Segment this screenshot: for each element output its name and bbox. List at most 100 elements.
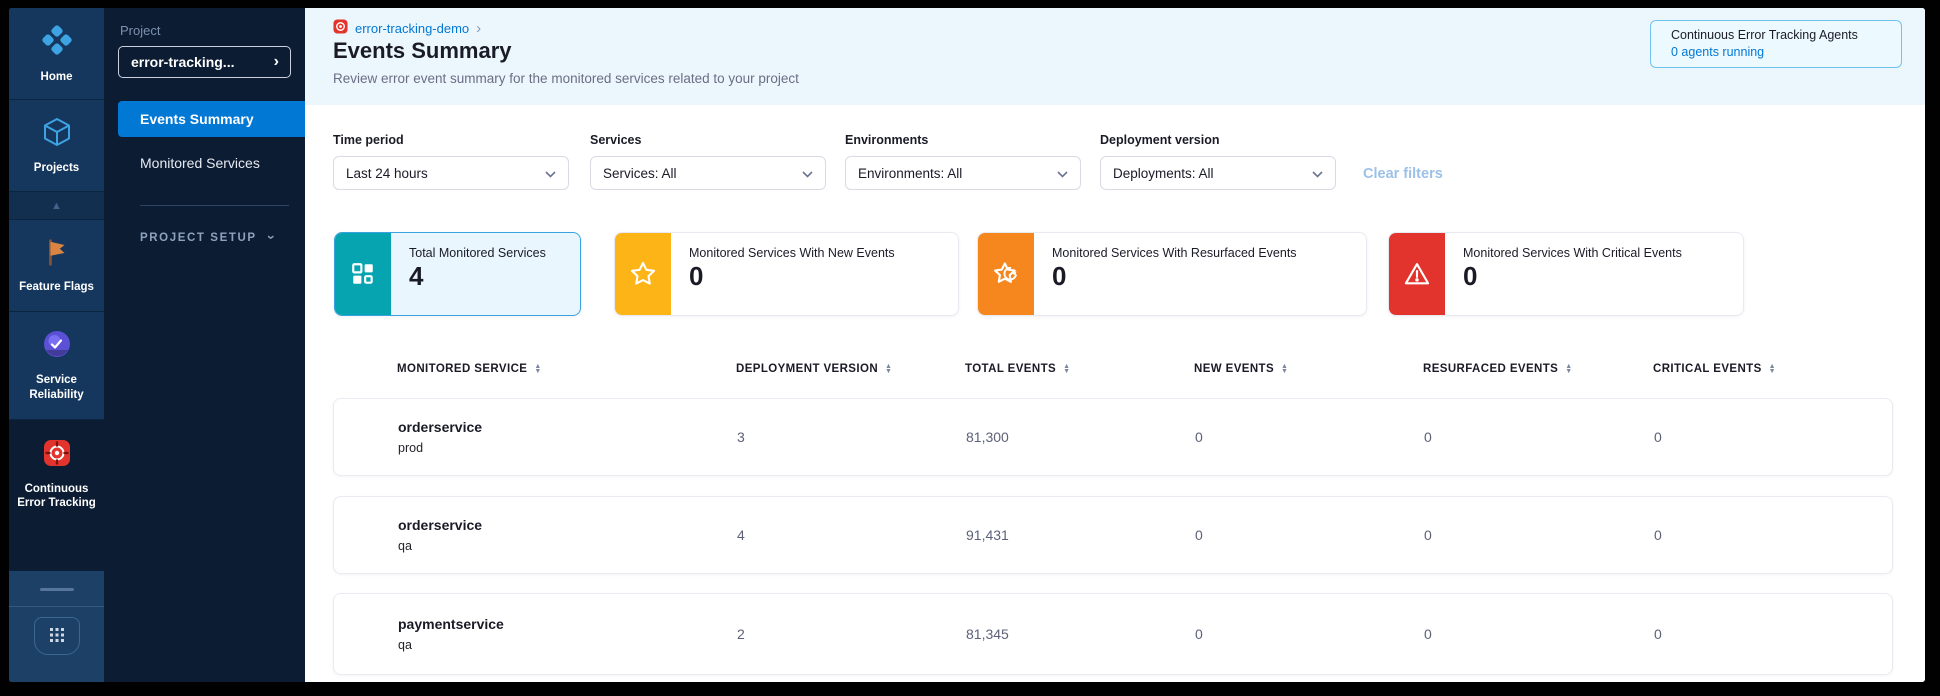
services-value: Services: All: [603, 165, 677, 181]
nav-item-label: Home: [40, 70, 73, 83]
sort-icon: [1063, 364, 1070, 374]
stat-card-new-events[interactable]: Monitored Services With New Events 0: [614, 232, 959, 316]
service-environment: qa: [398, 539, 412, 553]
module-nav-rail: Home Projects ▲ Feature Flags: [9, 8, 104, 682]
nav-item-projects[interactable]: Projects: [9, 100, 104, 192]
breadcrumb: error-tracking-demo ›: [333, 19, 481, 37]
error-tracking-target-icon: [333, 19, 348, 37]
deployment-version-cell: 3: [737, 429, 745, 445]
sort-icon: [1565, 364, 1572, 374]
nav-item-label: Projects: [33, 161, 80, 174]
main-content: error-tracking-demo › Events Summary Rev…: [305, 8, 1925, 682]
service-name: paymentservice: [398, 616, 504, 632]
stat-card-value: 0: [1052, 261, 1067, 291]
stat-card-value: 0: [689, 261, 704, 291]
cube-icon: [41, 116, 73, 153]
table-row[interactable]: orderservice prod 3 81,300 0 0 0: [333, 398, 1893, 476]
project-setup-toggle[interactable]: PROJECT SETUP: [140, 230, 305, 246]
chevron-right-icon: [274, 53, 279, 71]
deployment-version-cell: 4: [737, 527, 745, 543]
services-select[interactable]: Services: All: [590, 156, 826, 190]
sort-icon: [1769, 364, 1776, 374]
project-sidebar: Project error-tracking... Events Summary…: [104, 8, 305, 682]
module-grid-button[interactable]: [33, 617, 80, 655]
column-header-resurfaced-events[interactable]: RESURFACED EVENTS: [1423, 363, 1653, 375]
nav-item-service-reliability[interactable]: Service Reliability: [9, 312, 104, 420]
nav-item-label: Continuous Error Tracking: [17, 482, 96, 510]
reliability-circle-icon: [41, 328, 73, 365]
stat-card-body: Monitored Services With Critical Events …: [1445, 233, 1682, 315]
column-header-label: NEW EVENTS: [1194, 363, 1275, 375]
stat-card-body: Monitored Services With New Events 0: [671, 233, 895, 315]
environments-select[interactable]: Environments: All: [845, 156, 1081, 190]
sidebar-item-events-summary[interactable]: Events Summary: [118, 101, 305, 137]
filter-label: Time period: [333, 133, 404, 147]
critical-events-cell: 0: [1654, 429, 1662, 445]
sidebar-item-label: Events Summary: [140, 111, 254, 127]
page-header: error-tracking-demo › Events Summary Rev…: [305, 8, 1925, 105]
project-selector-value: error-tracking...: [131, 54, 235, 70]
nav-item-home[interactable]: Home: [9, 8, 104, 100]
breadcrumb-project-link[interactable]: error-tracking-demo: [355, 20, 470, 36]
harness-logo-icon: [40, 23, 74, 62]
filter-label: Deployment version: [1100, 133, 1220, 147]
stat-card-critical-events[interactable]: Monitored Services With Critical Events …: [1388, 232, 1744, 316]
page-subtitle: Review error event summary for the monit…: [333, 71, 799, 86]
project-selector[interactable]: error-tracking...: [118, 46, 291, 78]
column-header-deployment-version[interactable]: DEPLOYMENT VERSION: [736, 363, 965, 375]
sidebar-item-monitored-services[interactable]: Monitored Services: [104, 145, 305, 181]
chevron-up-icon: ▲: [51, 199, 62, 212]
star-icon: [615, 233, 671, 315]
agents-running-link[interactable]: 0 agents running: [1671, 45, 1765, 59]
time-period-value: Last 24 hours: [346, 165, 428, 181]
table-row[interactable]: paymentservice qa 2 81,345 0 0 0: [333, 593, 1893, 675]
error-tracking-target-icon: [41, 437, 73, 474]
nav-item-continuous-error-tracking[interactable]: Continuous Error Tracking: [9, 420, 104, 528]
chevron-down-icon: [1312, 166, 1323, 181]
chevron-right-icon: ›: [476, 19, 482, 37]
chevron-down-icon: [264, 235, 280, 241]
agents-status-panel[interactable]: Continuous Error Tracking Agents 0 agent…: [1650, 20, 1902, 68]
critical-events-cell: 0: [1654, 626, 1662, 642]
service-cell: orderservice prod: [398, 419, 737, 455]
stat-card-resurfaced-events[interactable]: Monitored Services With Resurfaced Event…: [977, 232, 1367, 316]
stat-card-value: 4: [409, 261, 424, 291]
time-period-select[interactable]: Last 24 hours: [333, 156, 569, 190]
stat-card-label: Monitored Services With Resurfaced Event…: [1052, 246, 1297, 260]
clear-filters-button[interactable]: Clear filters: [1363, 166, 1443, 182]
page-title: Events Summary: [333, 38, 512, 63]
new-events-cell: 0: [1195, 527, 1203, 543]
dock-resize-handle[interactable]: [39, 588, 74, 591]
stat-card-label: Monitored Services With Critical Events: [1463, 246, 1682, 260]
nav-item-label: Feature Flags: [19, 280, 94, 293]
table-row[interactable]: orderservice qa 4 91,431 0 0 0: [333, 496, 1893, 574]
column-header-critical-events[interactable]: CRITICAL EVENTS: [1653, 363, 1893, 375]
service-environment: qa: [398, 638, 412, 652]
stat-card-label: Monitored Services With New Events: [689, 246, 895, 260]
filter-label: Services: [590, 133, 642, 147]
sort-icon: [885, 364, 892, 374]
resurfaced-events-cell: 0: [1424, 626, 1432, 642]
project-setup-label: PROJECT SETUP: [140, 232, 257, 244]
app-window: Home Projects ▲ Feature Flags: [9, 8, 1925, 682]
column-header-total-events[interactable]: TOTAL EVENTS: [965, 363, 1194, 375]
environments-value: Environments: All: [858, 165, 963, 181]
stat-card-body: Total Monitored Services 4: [391, 233, 546, 315]
stat-card-value: 0: [1463, 261, 1478, 291]
deployment-version-cell: 2: [737, 626, 745, 642]
filter-label: Environments: [845, 133, 929, 147]
table-header-row: MONITORED SERVICE DEPLOYMENT VERSION TOT…: [333, 357, 1893, 381]
nav-scroll-up[interactable]: ▲: [9, 192, 104, 220]
column-header-new-events[interactable]: NEW EVENTS: [1194, 363, 1423, 375]
sidebar-item-label: Monitored Services: [140, 155, 260, 171]
nav-item-feature-flags[interactable]: Feature Flags: [9, 220, 104, 312]
deployments-select[interactable]: Deployments: All: [1100, 156, 1336, 190]
sidebar-divider: [140, 205, 289, 206]
flag-icon: [42, 237, 72, 272]
column-header-label: MONITORED SERVICE: [397, 363, 528, 375]
stat-card-total-monitored-services[interactable]: Total Monitored Services 4: [334, 232, 581, 316]
resurfaced-events-cell: 0: [1424, 527, 1432, 543]
stat-card-body: Monitored Services With Resurfaced Event…: [1034, 233, 1297, 315]
column-header-monitored-service[interactable]: MONITORED SERVICE: [397, 363, 736, 375]
filter-deployment-version: Deployment version Deployments: All: [1100, 133, 1336, 190]
